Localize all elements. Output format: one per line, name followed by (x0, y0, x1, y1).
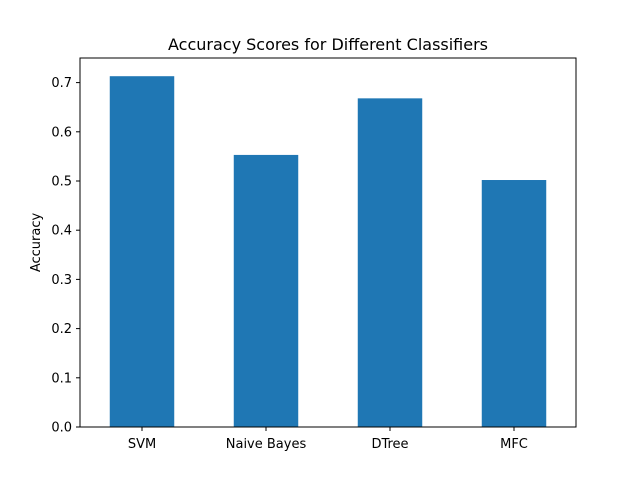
bar-mfc (481, 180, 547, 427)
x-tick-label: DTree (371, 437, 408, 452)
y-axis-label: Accuracy (29, 213, 44, 273)
plot-frame (79, 57, 577, 428)
x-tick-label: Naive Bayes (226, 437, 307, 452)
x-tick-label: SVM (128, 437, 156, 452)
y-ticks-group: 0.0 0.1 0.2 0.3 0.4 0.5 0.6 0.7 (51, 76, 80, 436)
bar-svm (109, 76, 175, 427)
y-tick-label: 0.2 (51, 322, 72, 337)
y-tick-label: 0.6 (51, 125, 72, 140)
bar-naive-bayes (233, 154, 299, 427)
bars-group (109, 76, 547, 428)
chart-title: Accuracy Scores for Different Classifier… (168, 35, 488, 54)
x-tick-label: MFC (500, 437, 528, 452)
bar-dtree (357, 98, 423, 428)
y-tick-label: 0.1 (51, 371, 72, 386)
y-tick-label: 0.3 (51, 273, 72, 288)
x-ticks-group: SVM Naive Bayes DTree MFC (128, 427, 528, 452)
y-tick-label: 0.5 (51, 175, 72, 190)
y-tick-label: 0.7 (51, 76, 72, 91)
y-tick-label: 0.4 (51, 224, 72, 239)
y-tick-label: 0.0 (51, 421, 72, 436)
